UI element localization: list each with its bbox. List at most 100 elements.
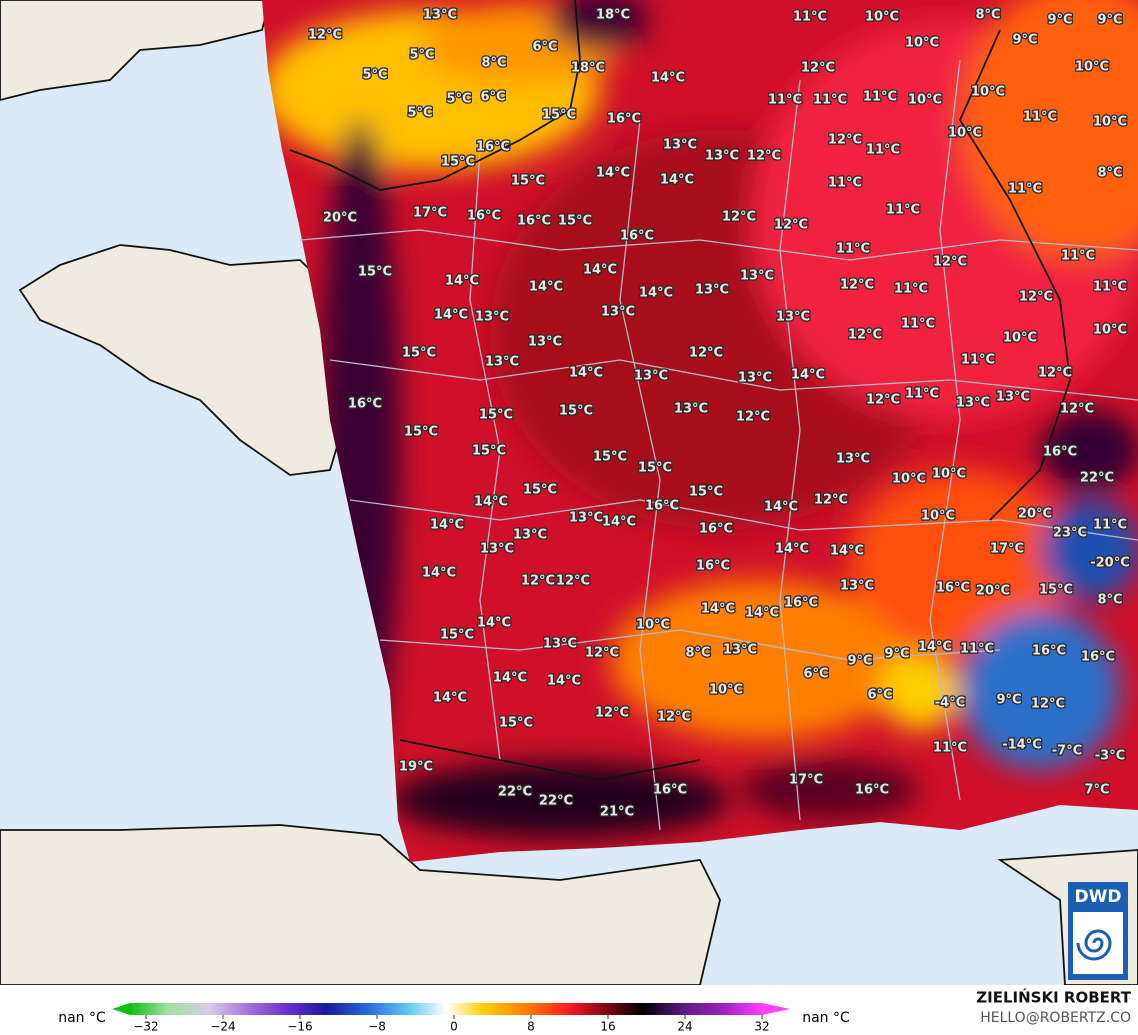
temperature-label: 11°C — [1093, 518, 1127, 533]
temperature-field — [262, 0, 1138, 862]
temperature-label: 12°C — [585, 646, 619, 661]
temperature-label: 15°C — [358, 265, 392, 280]
colorbar-tick-label: 0 — [450, 1020, 458, 1034]
colorbar-min-arrow — [112, 1003, 130, 1015]
temperature-label: 17°C — [789, 773, 823, 788]
temperature-label: 13°C — [543, 637, 577, 652]
temperature-label: 12°C — [848, 328, 882, 343]
temperature-label: 16°C — [936, 581, 970, 596]
temperature-label: 5°C — [362, 68, 387, 83]
temperature-label: 5°C — [409, 48, 434, 63]
temperature-label: 12°C — [595, 706, 629, 721]
temperature-label: 14°C — [602, 515, 636, 530]
temperature-label: 9°C — [1012, 33, 1037, 48]
temperature-label: 13°C — [840, 579, 874, 594]
temperature-label: 11°C — [768, 93, 802, 108]
temperature-label: 15°C — [479, 408, 513, 423]
temperature-label: 13°C — [485, 355, 519, 370]
temperature-label: 16°C — [645, 499, 679, 514]
temperature-label: 8°C — [685, 646, 710, 661]
temperature-label: 13°C — [674, 402, 708, 417]
temperature-label: 19°C — [399, 760, 433, 775]
temperature-label: 14°C — [775, 542, 809, 557]
temperature-label: 22°C — [1080, 471, 1114, 486]
temperature-label: 11°C — [886, 203, 920, 218]
temperature-label: 10°C — [905, 36, 939, 51]
temperature-label: 15°C — [472, 444, 506, 459]
temperature-label: 16°C — [696, 559, 730, 574]
temperature-label: 14°C — [433, 691, 467, 706]
colorbar — [130, 1003, 762, 1015]
temperature-label: 11°C — [933, 741, 967, 756]
temperature-label: 9°C — [847, 654, 872, 669]
temperature-label: 13°C — [996, 390, 1030, 405]
temperature-label: 20°C — [1018, 507, 1052, 522]
logo-text: DWD — [1075, 887, 1122, 907]
temperature-label: -3°C — [1095, 749, 1125, 764]
temperature-label: 6°C — [480, 90, 505, 105]
temperature-label: 10°C — [948, 126, 982, 141]
temperature-label: 14°C — [569, 366, 603, 381]
temperature-label: 13°C — [528, 335, 562, 350]
temperature-label: 12°C — [736, 410, 770, 425]
temperature-label: 5°C — [407, 106, 432, 121]
author: ZIELIŃSKI ROBERT — [976, 988, 1131, 1007]
temperature-label: 12°C — [1019, 290, 1053, 305]
colorbar-max-arrow — [762, 1003, 790, 1015]
temperature-label: 12°C — [521, 574, 555, 589]
temperature-label: 13°C — [480, 542, 514, 557]
colorbar-tick-label: 8 — [527, 1020, 535, 1034]
temperature-label: 23°C — [1053, 526, 1087, 541]
temperature-label: 15°C — [404, 425, 438, 440]
temperature-label: 16°C — [607, 112, 641, 127]
temperature-label: 13°C — [663, 138, 697, 153]
contact: HELLO@ROBERTZ.CO — [980, 1010, 1131, 1026]
temperature-label: 8°C — [1097, 166, 1122, 181]
temperature-label: 22°C — [539, 794, 573, 809]
temperature-label: 13°C — [836, 452, 870, 467]
temperature-label: 12°C — [308, 28, 342, 43]
temperature-label: 10°C — [709, 683, 743, 698]
temperature-label: 12°C — [866, 393, 900, 408]
temperature-label: 12°C — [722, 210, 756, 225]
temperature-label: 12°C — [801, 61, 835, 76]
temperature-label: 12°C — [556, 574, 590, 589]
temperature-label: 11°C — [836, 242, 870, 257]
colorbar-tick-label: −32 — [133, 1020, 158, 1034]
temperature-label: 15°C — [402, 346, 436, 361]
temperature-label: 15°C — [441, 155, 475, 170]
temperature-label: 14°C — [651, 71, 685, 86]
temperature-label: 15°C — [689, 485, 723, 500]
temperature-label: 10°C — [865, 10, 899, 25]
temperature-labels: 13°C 12°C 18°C 11°C 10°C 8°C 9°C 9°C 5°C 6°C 10°C 9… — [307, 6, 1131, 821]
temperature-label: 14°C — [764, 500, 798, 515]
temperature-label: 14°C — [474, 495, 508, 510]
temperature-label: -7°C — [1052, 744, 1082, 759]
temperature-label: 11°C — [1061, 249, 1095, 264]
temperature-label: 16°C — [467, 209, 501, 224]
temperature-label: 12°C — [657, 710, 691, 725]
temperature-label: 13°C — [695, 283, 729, 298]
colorbar-tick-label: 16 — [600, 1020, 615, 1034]
temperature-label: -14°C — [1002, 738, 1042, 753]
temperature-label: 12°C — [1031, 697, 1065, 712]
temperature-label: 13°C — [634, 369, 668, 384]
temperature-label: 10°C — [1003, 331, 1037, 346]
temperature-label: 12°C — [1060, 402, 1094, 417]
temperature-label: 15°C — [523, 483, 557, 498]
colorbar-tick-label: −8 — [368, 1020, 386, 1034]
temperature-label: 11°C — [960, 642, 994, 657]
colorbar-right-label: nan °C — [802, 1010, 850, 1026]
temperature-label: 16°C — [348, 397, 382, 412]
temperature-label: 14°C — [445, 274, 479, 289]
temperature-label: 13°C — [423, 8, 457, 23]
temperature-label: 16°C — [1043, 445, 1077, 460]
temperature-label: 6°C — [867, 688, 892, 703]
dwd-logo: DWD — [1068, 882, 1128, 980]
temperature-label: 14°C — [583, 263, 617, 278]
temperature-label: 14°C — [830, 544, 864, 559]
temperature-label: 11°C — [1023, 110, 1057, 125]
temperature-label: 11°C — [828, 176, 862, 191]
colorbar-tick-label: 24 — [677, 1020, 692, 1034]
